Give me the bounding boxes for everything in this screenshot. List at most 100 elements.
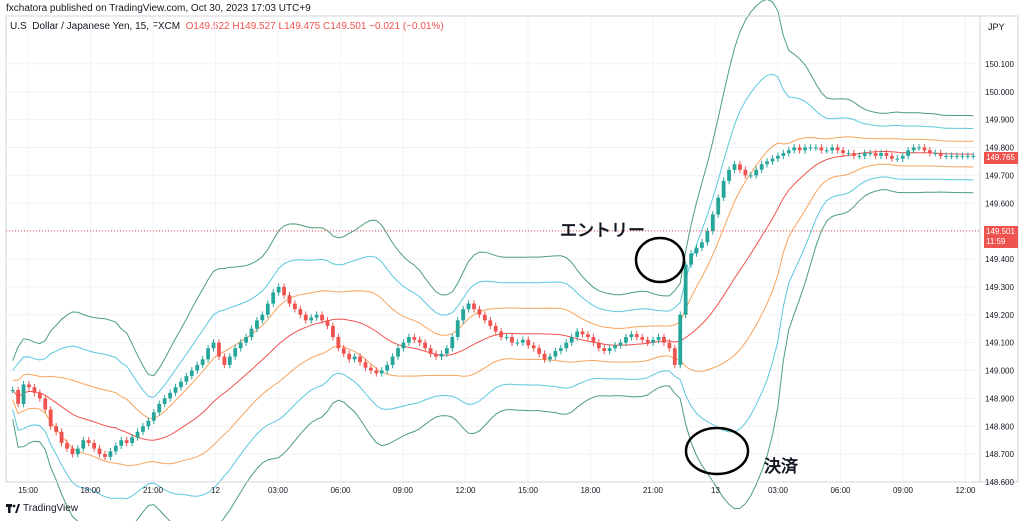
candle-body xyxy=(526,339,531,346)
candle-body xyxy=(748,175,753,177)
candle-body xyxy=(824,150,829,152)
candle-body xyxy=(32,387,37,393)
candle-body xyxy=(450,337,455,349)
candle-body xyxy=(819,147,824,151)
y-tick-label: 148.600 xyxy=(985,478,1014,487)
candle-body xyxy=(314,314,319,318)
candle-body xyxy=(65,442,69,449)
candle-body xyxy=(358,356,362,363)
x-tick-label: 13 xyxy=(711,486,720,495)
ohlc-open: O149.522 xyxy=(185,21,230,32)
candle-body xyxy=(651,339,655,343)
candle-body xyxy=(287,295,292,304)
candle-body xyxy=(564,342,569,349)
candle-body xyxy=(461,309,466,321)
candle-body xyxy=(298,309,303,315)
candle-body xyxy=(10,390,15,392)
last-close-box: 149.765 xyxy=(984,152,1018,165)
candle-body xyxy=(949,155,954,157)
candle-body xyxy=(911,147,916,151)
candle-body xyxy=(857,155,862,157)
candle-body xyxy=(814,147,818,149)
candle-body xyxy=(938,153,943,156)
x-tick-label: 15:00 xyxy=(518,486,539,495)
candle-body xyxy=(37,392,42,399)
candle-body xyxy=(97,448,102,455)
moving-average-line xyxy=(12,151,974,441)
candle-body xyxy=(374,370,379,374)
candle-body xyxy=(406,337,411,343)
candle-body xyxy=(504,337,509,339)
candle-body xyxy=(765,161,769,165)
candle-body xyxy=(70,448,75,455)
candle-body xyxy=(694,247,699,254)
band-lower-1 xyxy=(12,163,974,467)
candle-body xyxy=(282,286,286,296)
candle-body xyxy=(499,331,504,338)
candle-body xyxy=(683,264,688,315)
x-tick-label: 18:00 xyxy=(80,486,101,495)
band-lower-2 xyxy=(12,176,974,500)
candle-body xyxy=(260,314,265,321)
candle-body xyxy=(325,320,330,326)
candle-body xyxy=(558,348,563,351)
published-line: fxchatora published on TradingView.com, … xyxy=(6,3,311,14)
candle-body xyxy=(168,392,172,399)
candle-body xyxy=(184,376,189,382)
candle-body xyxy=(542,353,547,360)
candle-body xyxy=(705,231,710,243)
ohlc-low: L149.475 xyxy=(278,21,321,32)
band-upper-1 xyxy=(12,136,974,420)
candle-body xyxy=(434,353,438,357)
candle-body xyxy=(569,337,574,343)
candle-body xyxy=(477,309,482,315)
candle-body xyxy=(797,147,802,151)
candle-body xyxy=(580,331,585,335)
candle-body xyxy=(927,150,932,154)
candle-body xyxy=(510,337,514,343)
x-tick-label: 12:00 xyxy=(955,486,976,495)
candle-body xyxy=(792,147,797,151)
candle-body xyxy=(640,337,645,340)
candle-body xyxy=(43,398,48,410)
candle-body xyxy=(917,147,921,149)
candle-body xyxy=(586,334,590,338)
candle-body xyxy=(944,155,949,157)
band-upper-2 xyxy=(12,73,974,398)
candle-body xyxy=(135,431,140,438)
symbol-name[interactable]: U.S. Dollar / Japanese Yen, 15, FXCM xyxy=(10,21,181,32)
candle-body xyxy=(846,153,851,155)
entry-circle xyxy=(634,236,686,284)
candle-body xyxy=(113,445,118,452)
candle-body xyxy=(412,337,417,340)
candle-body xyxy=(830,147,835,151)
candle-body xyxy=(320,314,324,321)
candle-body xyxy=(835,147,840,151)
candle-body xyxy=(667,342,672,349)
candle-body xyxy=(493,325,498,332)
candle-body xyxy=(423,342,428,349)
candle-body xyxy=(244,337,248,343)
candle-body xyxy=(710,214,715,232)
y-tick-label: 149.200 xyxy=(985,311,1014,320)
candle-body xyxy=(59,431,64,443)
tradingview-logo-icon xyxy=(6,503,20,513)
x-tick-label: 06:00 xyxy=(330,486,351,495)
candle-body xyxy=(271,292,276,304)
candle-body xyxy=(629,334,634,338)
symbol-line: U.S. Dollar / Japanese Yen, 15, FXCM O14… xyxy=(10,21,444,32)
x-tick-label: 09:00 xyxy=(393,486,414,495)
candle-body xyxy=(75,448,80,455)
candle-body xyxy=(303,314,308,321)
x-tick-label: 03:00 xyxy=(268,486,289,495)
x-tick-label: 12 xyxy=(211,486,220,495)
candle-body xyxy=(444,348,449,354)
candle-body xyxy=(189,370,194,377)
candle-body xyxy=(162,398,167,404)
y-tick-label: 149.100 xyxy=(985,339,1014,348)
candle-body xyxy=(591,337,596,343)
y-tick-label: 149.400 xyxy=(985,255,1014,264)
ohlc-high: H149.527 xyxy=(232,21,276,32)
currency-label[interactable]: JPY xyxy=(988,22,1005,32)
